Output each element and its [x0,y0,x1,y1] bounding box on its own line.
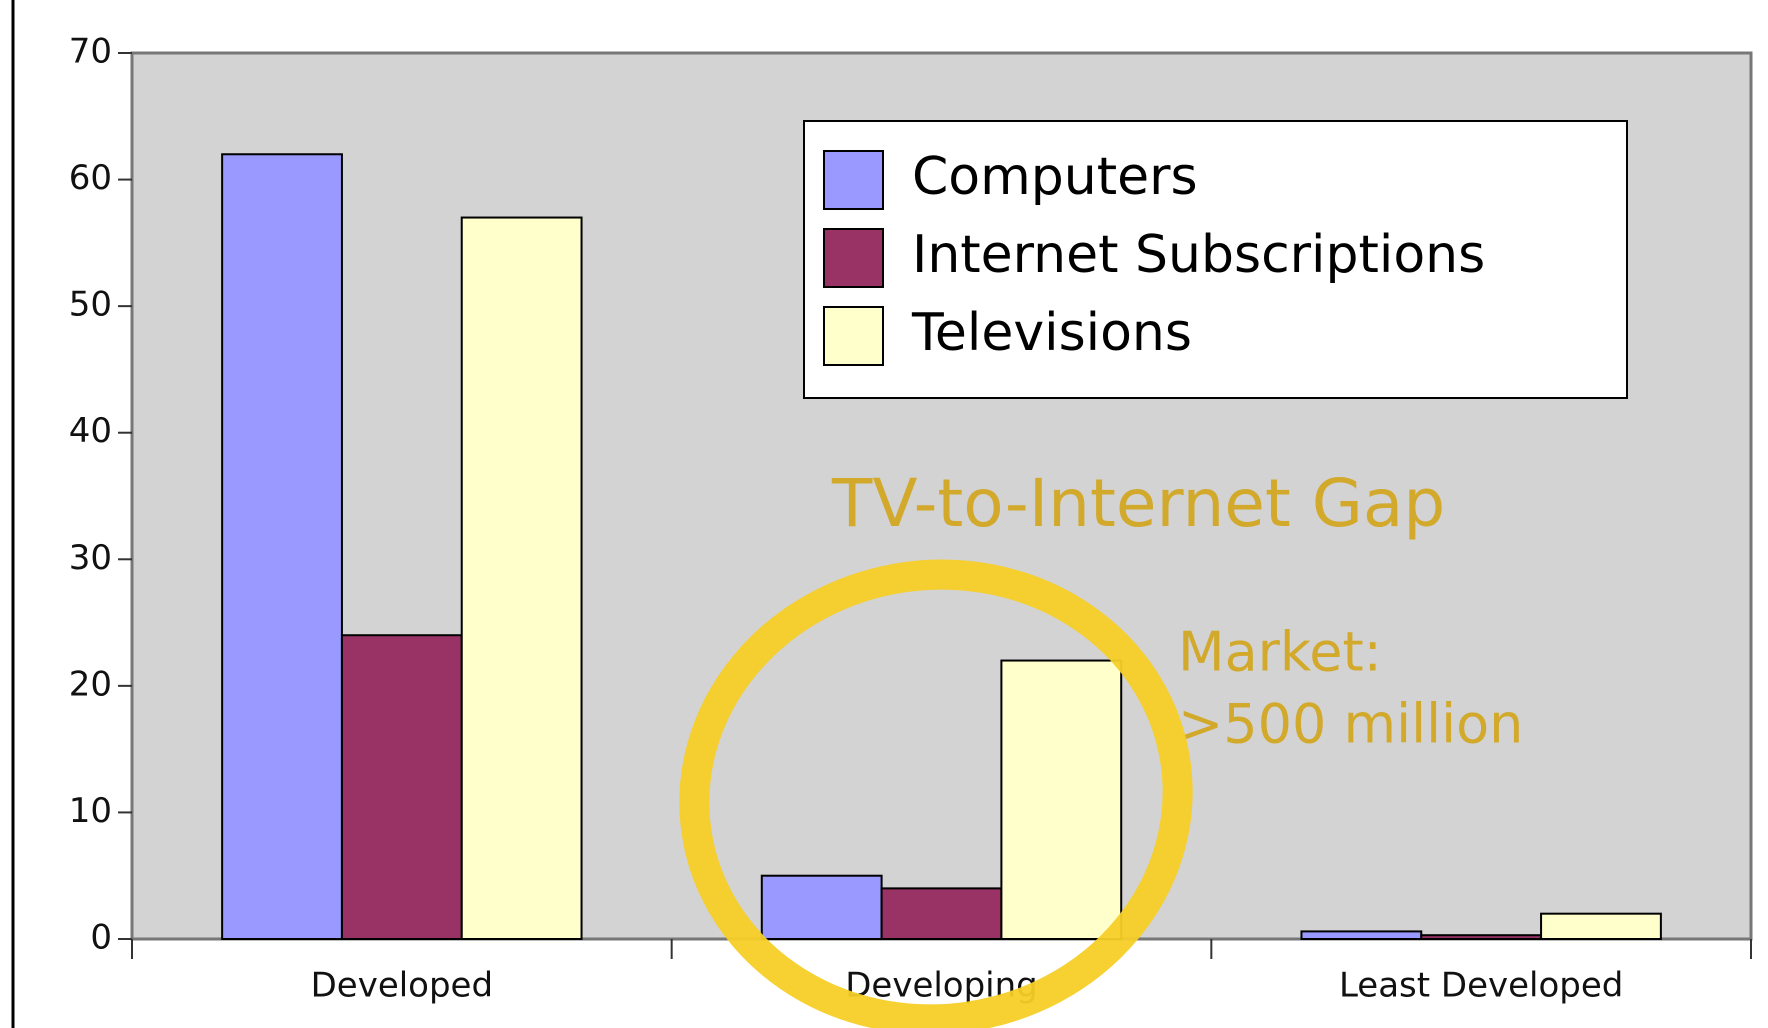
y-tick-label: 0 [90,918,112,958]
y-tick-label: 70 [69,32,112,72]
legend [803,120,1628,399]
y-tick-label: 30 [69,538,112,578]
y-tick-label: 20 [69,664,112,704]
bar [1300,930,1423,940]
legend-swatch [823,306,884,366]
bar [221,153,343,940]
legend-swatch [823,150,884,210]
bar [1540,912,1662,941]
highlight-circle [679,559,1193,1028]
y-tick-label: 50 [69,285,112,325]
x-tick-label: Developed [311,966,493,1006]
legend-entries: Computers Internet Subscriptions Televisio… [823,147,1485,366]
y-tick-label: 60 [69,158,112,198]
bar [1000,659,1123,940]
legend-label: Computers [912,147,1198,207]
annotation: >500 million [1178,693,1523,756]
bar [340,634,463,940]
bar [460,216,583,941]
legend-label: Televisions [911,303,1192,363]
y-tick-label: 40 [69,411,112,451]
y-tick-label: 10 [69,791,112,831]
x-tick-label: Least Developed [1339,966,1623,1006]
legend-label: Internet Subscriptions [912,225,1485,285]
bar [760,874,883,941]
bar [880,887,1003,940]
bar [1420,934,1543,941]
annotation: Market: [1178,621,1382,684]
legend-swatch [823,228,884,288]
annotation: TV-to-Internet Gap [831,465,1445,542]
